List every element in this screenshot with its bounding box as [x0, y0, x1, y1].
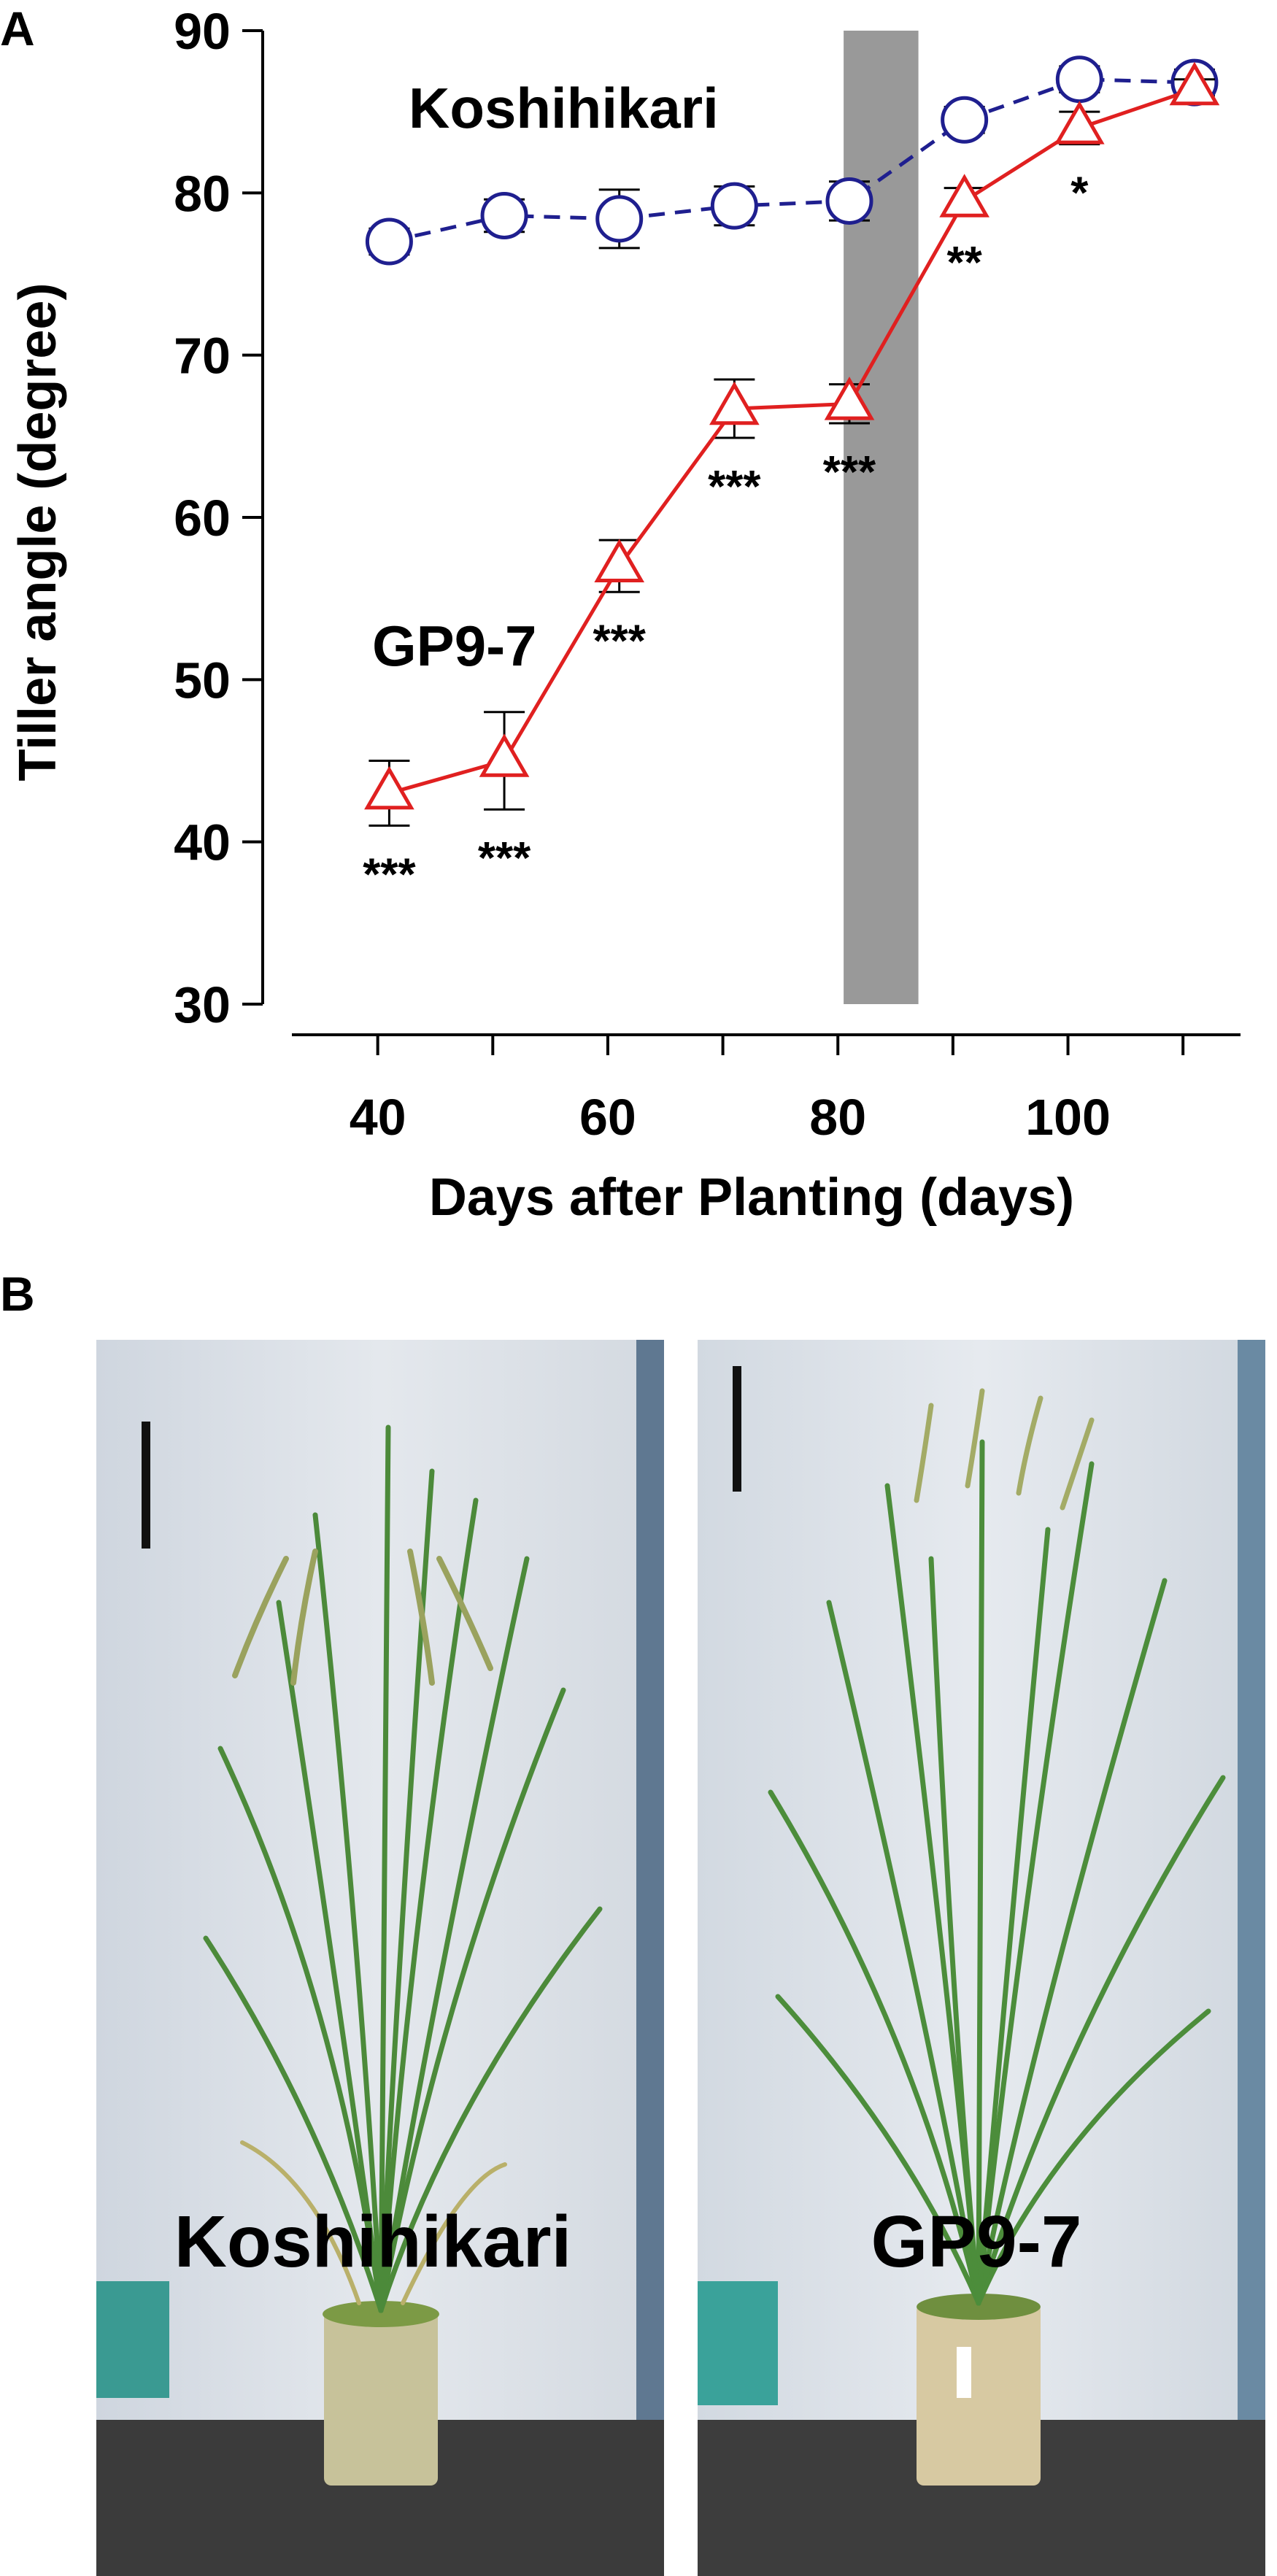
y-tick-label: 60	[174, 490, 231, 547]
data-point	[1054, 101, 1105, 144]
y-axis-title: Tiller angle (degree)	[9, 283, 67, 782]
x-axis-title: Days after Planting (days)	[429, 1168, 1074, 1227]
data-point	[1169, 61, 1220, 106]
y-tick-label: 80	[174, 165, 231, 222]
y-tick-label: 40	[174, 814, 231, 871]
data-point	[365, 217, 413, 266]
y-tick-label: 70	[174, 328, 231, 385]
data-point	[594, 539, 645, 582]
series-label-koshihikari: Koshihikari	[409, 76, 719, 140]
x-tick-label: 60	[579, 1089, 636, 1146]
data-point	[824, 377, 875, 420]
panel-b-label: B	[0, 1267, 35, 1321]
x-tick-label: 40	[350, 1089, 406, 1146]
data-point	[364, 766, 414, 810]
significance-label: **	[947, 238, 983, 288]
x-tick-label: 100	[1025, 1089, 1111, 1146]
gp9-7-plant-photo	[698, 1340, 1265, 2576]
y-tick-label: 50	[174, 652, 231, 709]
data-point	[709, 381, 760, 425]
significance-label: ***	[708, 462, 761, 512]
significance-label: ***	[593, 616, 647, 666]
data-point	[479, 733, 530, 777]
y-tick-label: 30	[174, 976, 231, 1033]
significance-label: ***	[823, 447, 876, 498]
data-point	[480, 191, 528, 239]
tiller-angle-chart: A 30 40 50 60 70 80 90 40 60 80 100 Days after Plant…	[0, 1, 1241, 1227]
photo-caption-koshihikari: Koshihikari	[174, 2201, 572, 2283]
koshihikari-plant-photo	[96, 1340, 664, 2576]
significance-label: ***	[478, 833, 531, 884]
series-label-gp9-7: GP9-7	[372, 614, 536, 678]
x-tick-label: 80	[809, 1089, 866, 1146]
photo-caption-gp9-7: GP9-7	[871, 2201, 1082, 2283]
data-point	[595, 195, 644, 243]
significance-label: ***	[363, 849, 416, 900]
significance-label: *	[1070, 169, 1089, 219]
data-point	[1055, 55, 1103, 104]
panel-a-label: A	[0, 1, 35, 55]
data-point	[710, 182, 758, 230]
data-point	[825, 177, 873, 225]
data-point	[941, 96, 989, 144]
data-point	[939, 174, 989, 217]
y-tick-label: 90	[174, 3, 231, 60]
